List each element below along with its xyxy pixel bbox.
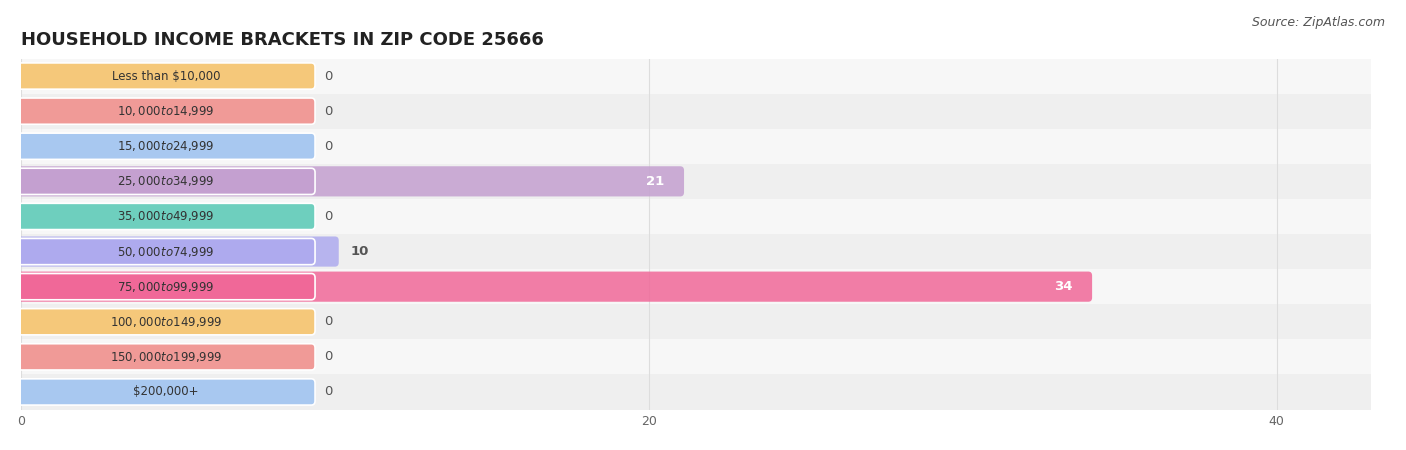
Text: 10: 10 <box>350 245 368 258</box>
Text: $35,000 to $49,999: $35,000 to $49,999 <box>118 209 215 224</box>
Text: Source: ZipAtlas.com: Source: ZipAtlas.com <box>1251 16 1385 29</box>
Bar <box>21 234 1371 269</box>
Text: $200,000+: $200,000+ <box>134 386 198 398</box>
FancyBboxPatch shape <box>17 309 315 335</box>
FancyBboxPatch shape <box>17 271 1092 302</box>
FancyBboxPatch shape <box>17 379 315 405</box>
Text: 0: 0 <box>323 105 332 117</box>
Text: 0: 0 <box>323 386 332 398</box>
Text: 21: 21 <box>647 175 665 188</box>
Bar <box>21 339 1371 374</box>
Text: Less than $10,000: Less than $10,000 <box>112 70 221 82</box>
Text: 0: 0 <box>323 315 332 328</box>
Bar <box>21 129 1371 164</box>
FancyBboxPatch shape <box>17 236 339 267</box>
Text: $25,000 to $34,999: $25,000 to $34,999 <box>118 174 215 189</box>
Text: 0: 0 <box>323 351 332 363</box>
FancyBboxPatch shape <box>17 98 315 124</box>
Text: $100,000 to $149,999: $100,000 to $149,999 <box>110 315 222 329</box>
FancyBboxPatch shape <box>17 344 315 370</box>
Text: $15,000 to $24,999: $15,000 to $24,999 <box>118 139 215 153</box>
Bar <box>21 58 1371 94</box>
Bar <box>21 304 1371 339</box>
Bar <box>21 164 1371 199</box>
Bar <box>21 269 1371 304</box>
FancyBboxPatch shape <box>17 168 315 194</box>
FancyBboxPatch shape <box>17 238 315 265</box>
Text: $10,000 to $14,999: $10,000 to $14,999 <box>118 104 215 118</box>
FancyBboxPatch shape <box>17 203 315 230</box>
FancyBboxPatch shape <box>17 63 315 89</box>
Bar <box>21 199 1371 234</box>
Text: 0: 0 <box>323 70 332 82</box>
FancyBboxPatch shape <box>17 274 315 300</box>
Text: $75,000 to $99,999: $75,000 to $99,999 <box>118 279 215 294</box>
Text: $150,000 to $199,999: $150,000 to $199,999 <box>110 350 222 364</box>
Text: $50,000 to $74,999: $50,000 to $74,999 <box>118 244 215 259</box>
Bar <box>21 94 1371 129</box>
Text: HOUSEHOLD INCOME BRACKETS IN ZIP CODE 25666: HOUSEHOLD INCOME BRACKETS IN ZIP CODE 25… <box>21 31 544 49</box>
Text: 34: 34 <box>1054 280 1073 293</box>
Text: 0: 0 <box>323 140 332 153</box>
FancyBboxPatch shape <box>17 166 685 197</box>
FancyBboxPatch shape <box>17 133 315 159</box>
Text: 0: 0 <box>323 210 332 223</box>
Bar <box>21 374 1371 410</box>
